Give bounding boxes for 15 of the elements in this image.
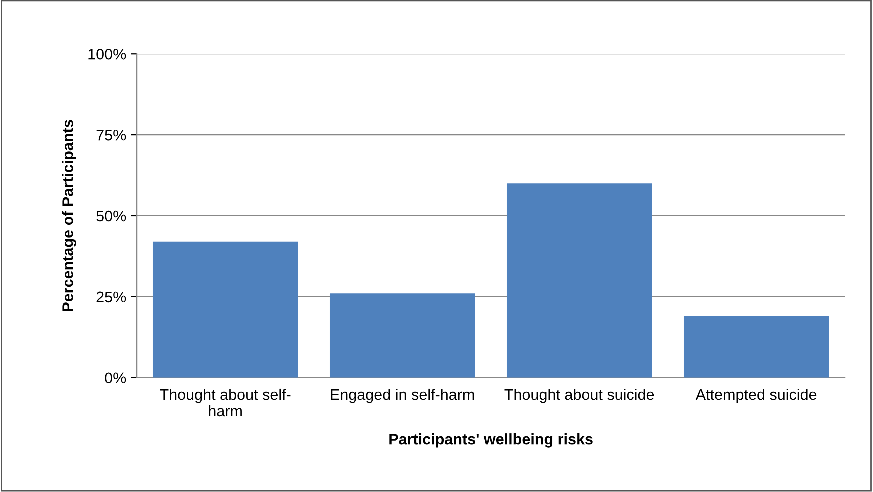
- y-tick-label: 50%: [96, 210, 126, 222]
- y-tick-label: 0%: [105, 372, 126, 384]
- x-tick-label: Thought about self- harm: [160, 388, 291, 417]
- bar: [330, 294, 476, 378]
- x-tick-label: Thought about suicide: [504, 388, 654, 404]
- y-tick-label: 25%: [96, 292, 126, 303]
- y-tick-label: 100%: [88, 48, 126, 60]
- y-axis-title: Percentage of Participants: [62, 120, 76, 312]
- bar: [684, 316, 830, 378]
- x-axis-title: Participants' wellbeing risks: [390, 434, 593, 448]
- x-tick-label: Attempted suicide: [696, 388, 817, 404]
- y-tick-label: 75%: [96, 130, 126, 141]
- bar: [152, 242, 298, 378]
- x-tick-label: Engaged in self-harm: [331, 388, 474, 404]
- bar: [506, 184, 652, 378]
